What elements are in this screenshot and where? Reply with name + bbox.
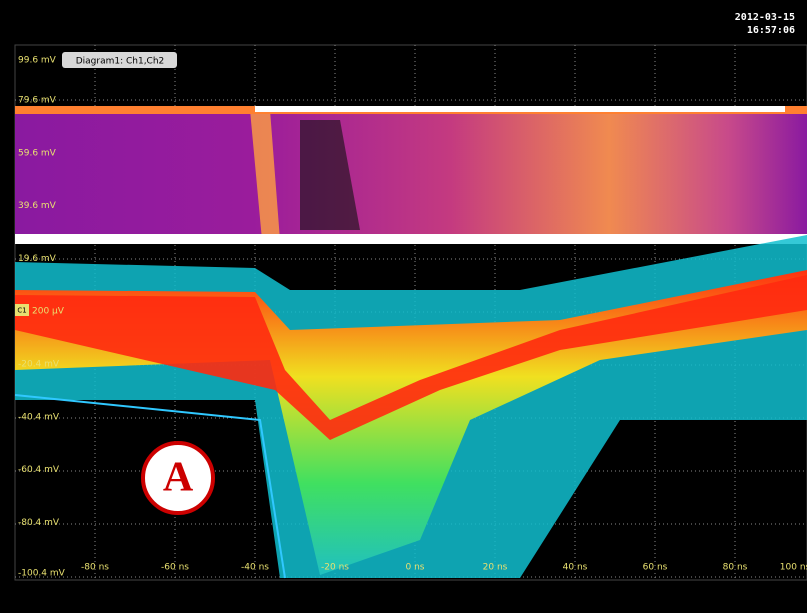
marker-circle — [141, 441, 215, 515]
x-label: 100 ns — [780, 563, 807, 573]
x-label: -40 ns — [241, 563, 269, 573]
channel-marker — [15, 304, 29, 316]
date: 2012-03-15 — [735, 12, 795, 23]
y-label: 59.6 mV — [18, 148, 57, 158]
y-label: -40.4 mV — [18, 412, 60, 422]
diagram-tab-label: Diagram1: Ch1,Ch2 — [76, 57, 165, 67]
x-label: -60 ns — [161, 563, 189, 573]
ch1-edge — [250, 110, 280, 240]
diagram-tab[interactable] — [62, 52, 177, 68]
y-label: 79.6 mV — [18, 96, 57, 106]
x-label: 0 ns — [406, 563, 425, 573]
y-label: -20.4 mV — [18, 360, 60, 370]
y-label: 200 µV — [32, 307, 65, 317]
ch2-dense — [15, 275, 807, 440]
y-label: -80.4 mV — [18, 518, 60, 528]
ch1-gap — [300, 120, 360, 230]
ch1-bottom-trace — [15, 234, 807, 244]
ch1-band — [15, 110, 807, 240]
ch1-top-hot — [255, 106, 785, 112]
x-label: 80 ns — [723, 563, 748, 573]
x-labels: -80 ns -60 ns -40 ns -20 ns 0 ns 20 ns 40 ns 60… — [81, 563, 807, 573]
y-label: 99.6 mV — [18, 56, 57, 66]
x-label: 40 ns — [563, 563, 588, 573]
x-label: 60 ns — [643, 563, 668, 573]
marker-label: A — [163, 455, 194, 501]
x-label: -20 ns — [321, 563, 349, 573]
x-label: 20 ns — [483, 563, 508, 573]
y-label: -100.4 mV — [18, 569, 66, 579]
x-label: -80 ns — [81, 563, 109, 573]
ch2-outlier — [14, 394, 286, 579]
y-label: -60.4 mV — [18, 465, 60, 475]
time: 16:57:06 — [747, 25, 795, 36]
y-label: 19.6 mV — [18, 254, 57, 264]
y-labels: 99.6 mV 79.6 mV 59.6 mV 39.6 mV 19.6 mV 200 µ… — [18, 56, 66, 579]
y-label: 39.6 mV — [18, 201, 57, 211]
channel-label: C1 — [17, 307, 26, 315]
